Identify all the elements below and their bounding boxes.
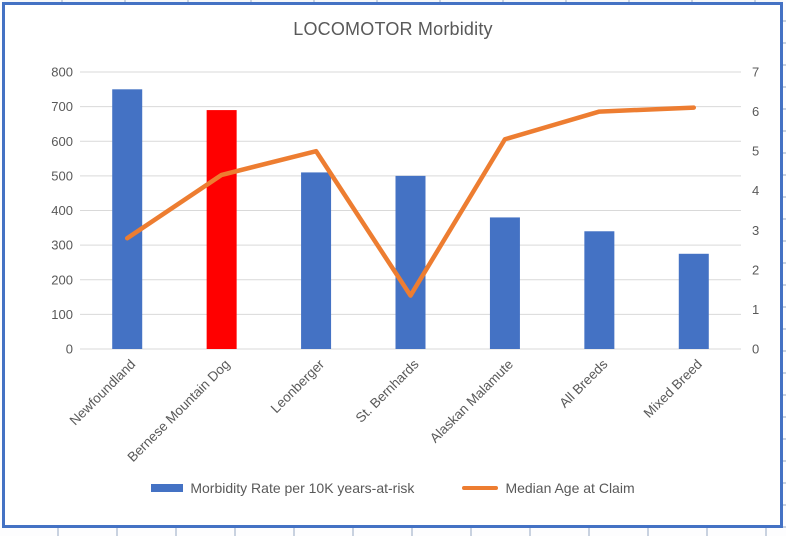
worksheet-gridlines-left	[0, 0, 2, 536]
svg-text:5: 5	[752, 144, 759, 159]
bar-leonberger[interactable]	[301, 172, 332, 349]
svg-text:600: 600	[51, 134, 73, 149]
bar-newfoundland[interactable]	[112, 89, 143, 349]
svg-text:2: 2	[752, 262, 759, 277]
bar-series-swatch-icon	[151, 484, 184, 492]
svg-text:0: 0	[752, 342, 759, 357]
svg-text:1: 1	[752, 302, 759, 317]
bar-all-breeds[interactable]	[584, 231, 615, 349]
legend-item-morbidity-rate[interactable]: Morbidity Rate per 10K years-at-risk	[151, 480, 414, 496]
chart-title: LOCOMOTOR Morbidity	[293, 19, 493, 39]
legend-item-median-age[interactable]: Median Age at Claim	[462, 480, 635, 496]
svg-text:6: 6	[752, 104, 759, 119]
category-label: Leonberger	[268, 356, 328, 416]
category-label: All Breeds	[556, 356, 610, 410]
svg-text:7: 7	[752, 65, 759, 80]
svg-text:200: 200	[51, 272, 73, 287]
svg-text:500: 500	[51, 168, 73, 183]
category-label: St. Bernhards	[353, 356, 422, 425]
svg-text:300: 300	[51, 238, 73, 253]
category-label: Bernese Mountain Dog	[125, 357, 233, 465]
bar-st-bernhards[interactable]	[395, 175, 426, 349]
category-label: Alaskan Malamute	[427, 357, 516, 446]
worksheet-gridlines-top	[0, 0, 786, 2]
legend-label-morbidity-rate: Morbidity Rate per 10K years-at-risk	[190, 480, 415, 496]
bar-bernese-mountain-dog[interactable]	[206, 110, 237, 350]
svg-text:700: 700	[51, 99, 73, 114]
svg-text:4: 4	[752, 183, 759, 198]
bar-alaskan-malamute[interactable]	[489, 217, 520, 349]
median-age-line[interactable]	[124, 105, 697, 298]
svg-text:3: 3	[752, 223, 759, 238]
svg-text:400: 400	[51, 203, 73, 218]
svg-text:0: 0	[66, 342, 73, 357]
svg-text:100: 100	[51, 307, 73, 322]
category-label: Mixed Breed	[641, 357, 705, 421]
worksheet-gridlines-right	[783, 0, 786, 536]
legend-label-median-age: Median Age at Claim	[505, 480, 635, 496]
line-series-swatch-icon	[462, 486, 499, 490]
category-label: Newfoundland	[67, 357, 139, 429]
bar-mixed-breed[interactable]	[678, 253, 709, 349]
legend: Morbidity Rate per 10K years-at-risk Med…	[0, 480, 786, 496]
worksheet-gridlines-bottom	[0, 528, 786, 536]
svg-text:800: 800	[51, 65, 73, 80]
